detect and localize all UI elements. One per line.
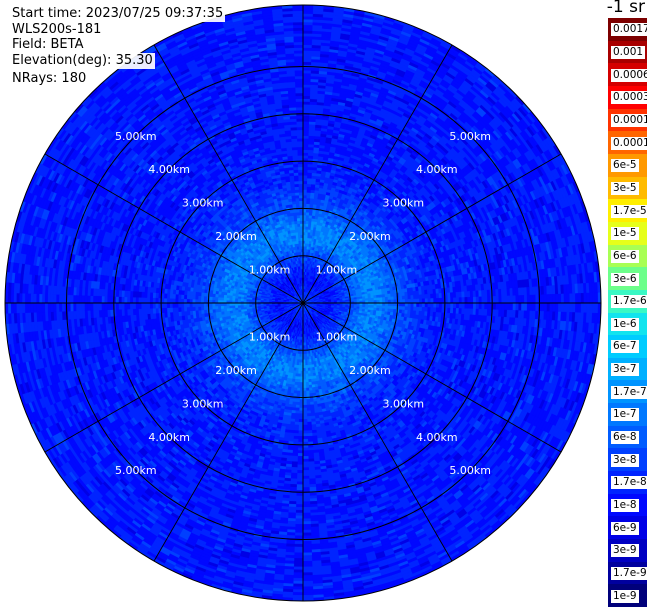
field-cell bbox=[310, 378, 315, 383]
field-cell bbox=[246, 304, 250, 308]
field-cell bbox=[304, 359, 308, 363]
beta-field-cells bbox=[5, 5, 601, 601]
field-cell bbox=[294, 226, 299, 230]
field-cell bbox=[226, 305, 230, 309]
field-cell bbox=[229, 305, 233, 309]
field-cell bbox=[307, 370, 311, 375]
field-cell bbox=[297, 226, 301, 230]
field-cell bbox=[297, 367, 301, 372]
field-cell bbox=[307, 376, 312, 380]
field-cell bbox=[243, 304, 247, 308]
field-cell bbox=[295, 231, 299, 236]
field-cell bbox=[373, 297, 377, 301]
field-cell bbox=[223, 308, 228, 312]
field-cell bbox=[305, 231, 309, 236]
field-cell bbox=[304, 353, 308, 358]
field-cell bbox=[297, 370, 301, 375]
field-cell bbox=[297, 379, 301, 383]
field-cell bbox=[305, 367, 309, 372]
field-cell bbox=[304, 356, 308, 360]
field-cell bbox=[359, 298, 363, 302]
field-cell bbox=[297, 373, 301, 377]
field-cell bbox=[223, 297, 227, 301]
field-cell bbox=[295, 229, 299, 233]
field-cell bbox=[298, 246, 302, 250]
field-cell bbox=[305, 229, 309, 233]
field-cell bbox=[373, 295, 377, 299]
field-cell bbox=[297, 376, 301, 380]
field-cell bbox=[308, 378, 312, 383]
field-cell bbox=[231, 297, 236, 301]
field-cell bbox=[378, 291, 383, 296]
field-cell bbox=[229, 297, 233, 301]
field-cell bbox=[373, 305, 377, 309]
field-cell bbox=[353, 298, 358, 302]
field-cell bbox=[234, 297, 239, 301]
field-cell bbox=[304, 365, 308, 369]
field-cell bbox=[240, 304, 244, 308]
field-cell bbox=[298, 248, 302, 253]
field-cell bbox=[229, 307, 233, 311]
field-cell bbox=[297, 229, 301, 233]
field-cell bbox=[298, 237, 302, 241]
field-cell bbox=[304, 350, 307, 355]
field-cell bbox=[307, 367, 311, 372]
field-cell bbox=[376, 297, 380, 301]
field-cell bbox=[367, 297, 372, 301]
field-cell bbox=[305, 223, 309, 227]
field-cell bbox=[234, 307, 239, 311]
field-cell bbox=[226, 307, 230, 312]
field-cell bbox=[295, 234, 299, 239]
field-cell bbox=[365, 298, 369, 302]
field-cell bbox=[376, 294, 380, 299]
field-cell bbox=[370, 295, 375, 299]
field-cell bbox=[367, 295, 372, 299]
field-cell bbox=[379, 305, 383, 309]
field-cell bbox=[248, 304, 253, 308]
field-cell bbox=[379, 297, 383, 301]
field-cell bbox=[305, 373, 309, 377]
field-cell bbox=[305, 226, 309, 230]
field-cell bbox=[376, 305, 380, 309]
field-cell bbox=[367, 305, 372, 309]
field-cell bbox=[237, 304, 241, 308]
field-cell bbox=[251, 304, 256, 307]
field-cell bbox=[305, 376, 309, 380]
field-cell bbox=[305, 370, 309, 375]
field-cell bbox=[223, 305, 227, 309]
field-cell bbox=[305, 379, 309, 383]
field-cell bbox=[234, 305, 239, 309]
field-cell bbox=[356, 298, 360, 302]
field-cell bbox=[223, 310, 228, 315]
field-cell bbox=[231, 305, 236, 309]
field-cell bbox=[370, 305, 375, 309]
field-cell bbox=[298, 243, 302, 247]
field-cell bbox=[299, 251, 302, 256]
field-cell bbox=[298, 240, 302, 244]
field-cell bbox=[304, 362, 308, 366]
field-cell bbox=[297, 231, 301, 236]
field-cell bbox=[231, 307, 236, 311]
field-cell bbox=[305, 234, 309, 239]
field-cell bbox=[370, 297, 375, 301]
field-cell bbox=[297, 234, 301, 239]
field-cell bbox=[307, 373, 311, 377]
field-cell bbox=[362, 298, 366, 302]
field-cell bbox=[226, 297, 230, 301]
field-cell bbox=[350, 299, 355, 302]
field-cell bbox=[378, 294, 383, 298]
